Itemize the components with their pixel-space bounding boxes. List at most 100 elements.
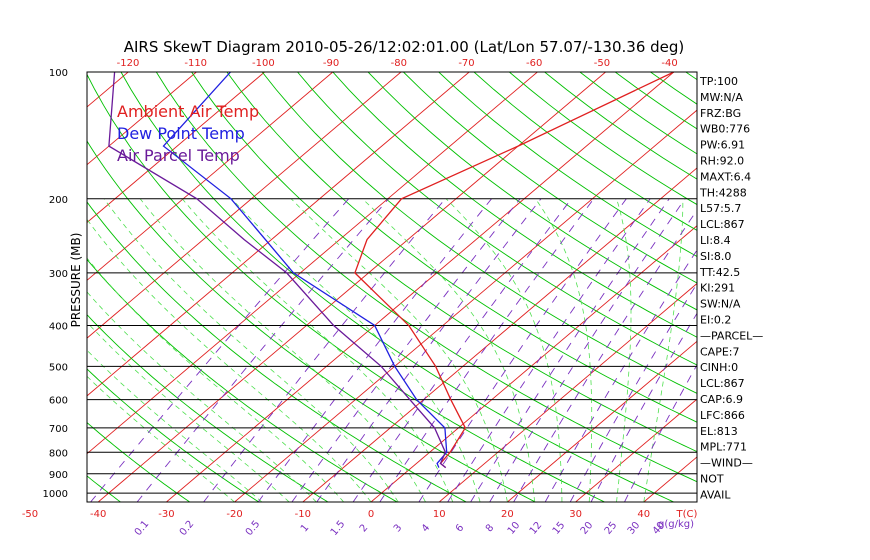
dry-adiabat-line: [367, 72, 697, 311]
profile-air-parcel-temp: [108, 72, 447, 469]
isotherm-line: [87, 72, 470, 397]
mixing-ratio-line: [316, 198, 542, 502]
side-panel-item: SW:N/A: [700, 298, 741, 311]
top-temp-tick-label: -100: [252, 58, 275, 69]
dry-adiabat-line: [438, 72, 697, 257]
dry-adiabat-line: [614, 72, 697, 130]
moist-adiabat-line: [87, 321, 290, 502]
mixing-ratio-label: 1: [299, 522, 312, 534]
bottom-temp-tick-label: 10: [433, 509, 446, 520]
bottom-temp-tick-label: -10: [295, 509, 311, 520]
top-temp-tick-label: -70: [458, 58, 474, 69]
isotherm-line: [370, 225, 697, 502]
mixing-ratio-line: [470, 198, 670, 502]
mixing-ratio-label: 0.1: [133, 519, 152, 538]
moist-adiabat-line: [87, 257, 344, 502]
side-panel-item: LCL:867: [700, 377, 745, 390]
side-panel-item: MAXT:6.4: [700, 170, 751, 183]
legend: Ambient Air Temp Dew Point Temp Air Parcel…: [117, 102, 259, 165]
top-temp-tick-label: -110: [184, 58, 207, 69]
mixing-ratio-line: [447, 198, 651, 502]
isotherm-line: [87, 72, 402, 339]
side-panel-item: EI:0.2: [700, 314, 731, 327]
bottom-temp-tick-label: -30: [158, 509, 174, 520]
mixing-ratio-label: 1.5: [329, 519, 348, 538]
mixing-ratio-line: [590, 312, 697, 502]
mixing-ratio-line: [291, 198, 521, 502]
moist-adiabat-line: [643, 198, 684, 502]
dry-adiabat-line: [87, 201, 467, 502]
legend-entry: Ambient Air Temp: [117, 102, 259, 121]
isotherm-line: [97, 72, 606, 502]
mixing-ratio-label: 12: [528, 520, 545, 537]
legend-entry: Air Parcel Temp: [117, 146, 240, 165]
dry-adiabat-line: [87, 421, 190, 502]
isotherm-line: [643, 456, 697, 502]
side-panel-item: MW:N/A: [700, 91, 743, 104]
dry-adiabat-line: [473, 72, 697, 231]
isotherm-line: [0, 72, 60, 502]
side-panel-item: WB0:776: [700, 123, 750, 136]
dry-adiabat-line: [297, 72, 697, 366]
bottom-temp-tick-label: -40: [90, 509, 106, 520]
mixing-ratio-label: 8: [484, 522, 497, 534]
mixing-ratio-label: 30: [626, 520, 643, 537]
y-axis-label: PRESSURE (MB): [69, 233, 83, 328]
dry-adiabat-line: [87, 140, 536, 502]
bottom-temp-tick-label: 0: [368, 509, 374, 520]
mixing-ratio-line: [379, 198, 595, 502]
mixing-ratio-label: 25: [603, 520, 620, 537]
side-panel-item: CAPE:7: [700, 345, 740, 358]
top-temp-tick-label: -60: [526, 58, 542, 69]
side-panel-item: TP:100: [699, 75, 738, 88]
side-panel-item: TH:4288: [699, 186, 747, 199]
mixing-ratio-line: [136, 198, 389, 502]
isotherm-line: [575, 398, 697, 502]
moist-adiabat-line: [87, 291, 317, 502]
isotherm-line: [87, 72, 538, 455]
top-temp-tick-label: -80: [391, 58, 407, 69]
top-temp-tick-label: -40: [661, 58, 677, 69]
moist-adiabat-line: [445, 198, 563, 502]
top-temp-tick-label: -50: [594, 58, 610, 69]
mixing-ratio-label: 2: [358, 522, 371, 534]
pressure-tick-label: 200: [49, 195, 68, 206]
top-temp-tick-label: -120: [117, 58, 140, 69]
profile-lines: [108, 72, 675, 469]
isotherm-line: [87, 72, 334, 281]
pressure-tick-label: 500: [49, 362, 68, 373]
chart-title: AIRS SkewT Diagram 2010-05-26/12:02:01.0…: [124, 38, 685, 56]
side-panel-item: LFC:866: [700, 409, 745, 422]
moist-adiabat-line: [535, 198, 593, 502]
isotherm-line: [87, 72, 197, 166]
dry-adiabat-line: [261, 72, 697, 394]
side-panel-item: KI:291: [700, 282, 735, 295]
legend-entry: Dew Point Temp: [117, 124, 245, 143]
moist-adiabat-line: [290, 198, 508, 502]
pressure-tick-label: 1000: [43, 489, 68, 500]
mixing-ratio-label: 10: [506, 520, 523, 537]
moist-adiabat-line: [103, 198, 399, 502]
side-panel-item: EL:813: [700, 425, 738, 438]
profile-ambient-air-temp: [354, 72, 675, 469]
plot-frame: [86, 71, 698, 503]
mixing-ratio-line: [352, 198, 572, 502]
moist-adiabat-line: [139, 198, 426, 502]
isotherm-line: [234, 109, 697, 502]
mixing-ratio-line: [624, 363, 697, 502]
bottom-temp-tick-label: 20: [501, 509, 514, 520]
side-panel-item: MPL:771: [700, 441, 747, 454]
bottom-temp-tick-label: -20: [226, 509, 242, 520]
dry-adiabat-line: [226, 72, 697, 423]
side-panel-item: CINH:0: [700, 361, 738, 374]
mixing-ratio-unit-label: g(g/kg): [658, 519, 694, 530]
isotherm-line: [166, 72, 675, 502]
moist-adiabat-line: [231, 198, 481, 502]
dry-adiabat-line: [650, 72, 697, 105]
side-panel-item: SI:8.0: [700, 250, 731, 263]
mixing-ratio-label: 0.5: [244, 519, 263, 538]
mixing-ratio-line: [257, 198, 492, 502]
bottom-temp-tick-label: 40: [637, 509, 650, 520]
side-panel-item: —PARCEL—: [700, 329, 763, 342]
